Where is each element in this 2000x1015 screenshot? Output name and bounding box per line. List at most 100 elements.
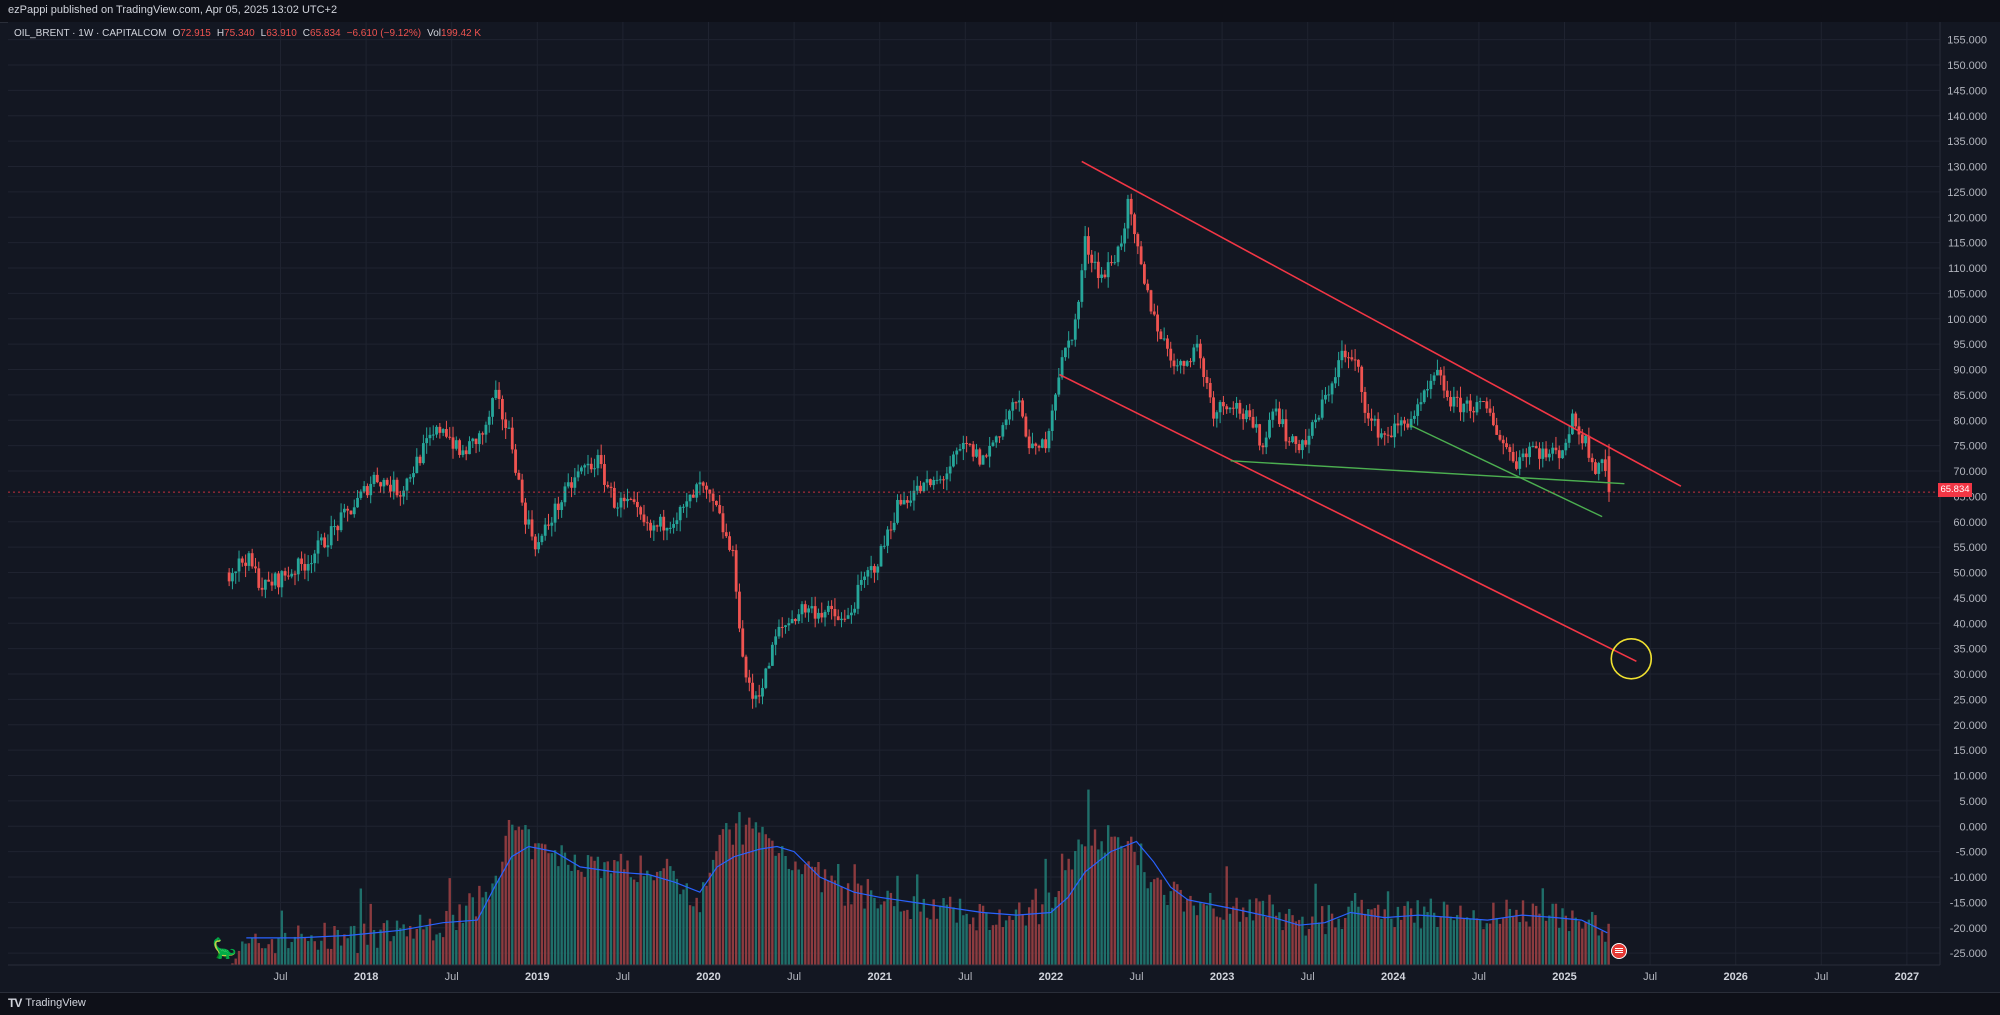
last-candle-body: [1607, 456, 1611, 493]
volume-bar: [636, 882, 639, 965]
candle-body: [1432, 375, 1436, 381]
volume-bar: [968, 924, 972, 965]
volume-bar: [981, 905, 985, 965]
high-label: H: [216, 28, 225, 39]
candle-body: [718, 505, 722, 514]
volume-bar: [603, 862, 606, 965]
volume-bar: [721, 829, 725, 965]
volume-bar: [593, 860, 596, 965]
symbol-name[interactable]: OIL_BRENT · 1W · CAPITALCOM: [14, 28, 167, 39]
volume-bar: [906, 909, 909, 965]
candle-body: [1274, 408, 1278, 412]
candle-body: [346, 508, 350, 511]
candle-body: [859, 579, 863, 585]
candle-body: [487, 416, 491, 425]
candle-body: [649, 522, 652, 531]
volume-bar: [902, 910, 906, 965]
candle-body: [1508, 447, 1512, 453]
candle-body: [1208, 382, 1212, 398]
volume-bar: [695, 897, 698, 965]
symbol-legend[interactable]: OIL_BRENT · 1W · CAPITALCOM O72.915 H75.…: [14, 28, 481, 39]
price-chart[interactable]: 155.000 150.000 145.000 140.000 135.000 130.0…: [0, 22, 2000, 992]
volume-bar: [912, 896, 916, 965]
tradingview-logo[interactable]: TV TradingView: [8, 996, 86, 1010]
candle-body: [520, 479, 524, 503]
candle-body: [1047, 431, 1051, 449]
volume-bar: [1594, 915, 1597, 965]
volume-bar: [570, 870, 573, 965]
volume-bar: [827, 880, 830, 965]
volume-bar: [1488, 923, 1492, 965]
last-price-label: 65.834: [1938, 483, 1972, 497]
volume-bar: [952, 907, 955, 965]
volume-bar: [1215, 916, 1219, 965]
candle-body: [715, 500, 718, 506]
candle-body: [310, 563, 313, 565]
candle-body: [1031, 443, 1034, 449]
candle-body: [1116, 246, 1120, 263]
volume-bar: [1212, 908, 1215, 965]
dinosaur-icon[interactable]: 🦕: [212, 938, 237, 960]
volume-bar: [1116, 837, 1120, 965]
candle-body: [412, 473, 415, 478]
price-tick-label: -5.000: [1956, 847, 1987, 859]
price-tick-label: 55.000: [1953, 542, 1987, 554]
volume-bar: [511, 824, 514, 965]
candle-body: [668, 527, 672, 529]
volume-bar: [586, 855, 590, 965]
volume-bar: [1156, 877, 1159, 965]
volume-bar: [1166, 905, 1169, 965]
volume-bar: [711, 859, 715, 965]
volume-bar: [458, 904, 461, 965]
candle-body: [886, 529, 890, 546]
volume-bar: [241, 941, 244, 965]
candle-body: [1554, 447, 1558, 451]
volume-bar: [1080, 844, 1084, 965]
candle-body: [701, 482, 705, 486]
volume-bar: [392, 936, 395, 965]
candle-body: [1070, 339, 1074, 341]
time-tick-label: 2022: [1039, 971, 1063, 983]
volume-bar: [573, 854, 577, 965]
candle-body: [530, 519, 534, 537]
volume-bar: [659, 870, 662, 965]
candle-body: [843, 618, 847, 620]
candle-body: [362, 486, 366, 492]
volume-bar: [840, 886, 843, 965]
tradingview-logo-icon: TV: [8, 996, 22, 1010]
candle-body: [1561, 450, 1564, 459]
candle-body: [1455, 396, 1459, 398]
volume-bar: [748, 817, 751, 965]
candle-body: [1584, 435, 1587, 444]
candle-body: [392, 479, 396, 492]
volume-bar: [1495, 917, 1498, 965]
volume-bar: [339, 945, 343, 965]
candle-body: [573, 477, 577, 488]
volume-bar: [402, 924, 405, 965]
candle-body: [817, 612, 820, 619]
volume-bar: [856, 883, 860, 965]
price-tick-label: 80.000: [1953, 415, 1987, 427]
candle-body: [721, 513, 725, 533]
volume-bar: [797, 869, 800, 965]
candle-body: [372, 474, 376, 484]
candle-body: [1060, 357, 1064, 378]
time-tick-label: 2025: [1552, 971, 1576, 983]
candle-body: [336, 526, 340, 531]
candle-body: [1327, 394, 1331, 396]
volume-bar: [1176, 884, 1179, 965]
us-flag-icon[interactable]: [1611, 943, 1627, 959]
candle-body: [1189, 361, 1192, 363]
candle-body: [250, 553, 254, 567]
volume-bar: [1597, 935, 1600, 965]
candle-body: [744, 656, 748, 678]
candle-body: [1505, 443, 1508, 448]
candle-body: [757, 695, 761, 697]
price-tick-label: 70.000: [1953, 466, 1987, 478]
candle-body: [408, 477, 412, 479]
publish-header: ezPappi published on TradingView.com, Ap…: [0, 0, 2000, 23]
candle-body: [1050, 410, 1054, 432]
candle-body: [596, 455, 600, 469]
candle-body: [1445, 390, 1449, 398]
candle-body: [1429, 380, 1433, 390]
